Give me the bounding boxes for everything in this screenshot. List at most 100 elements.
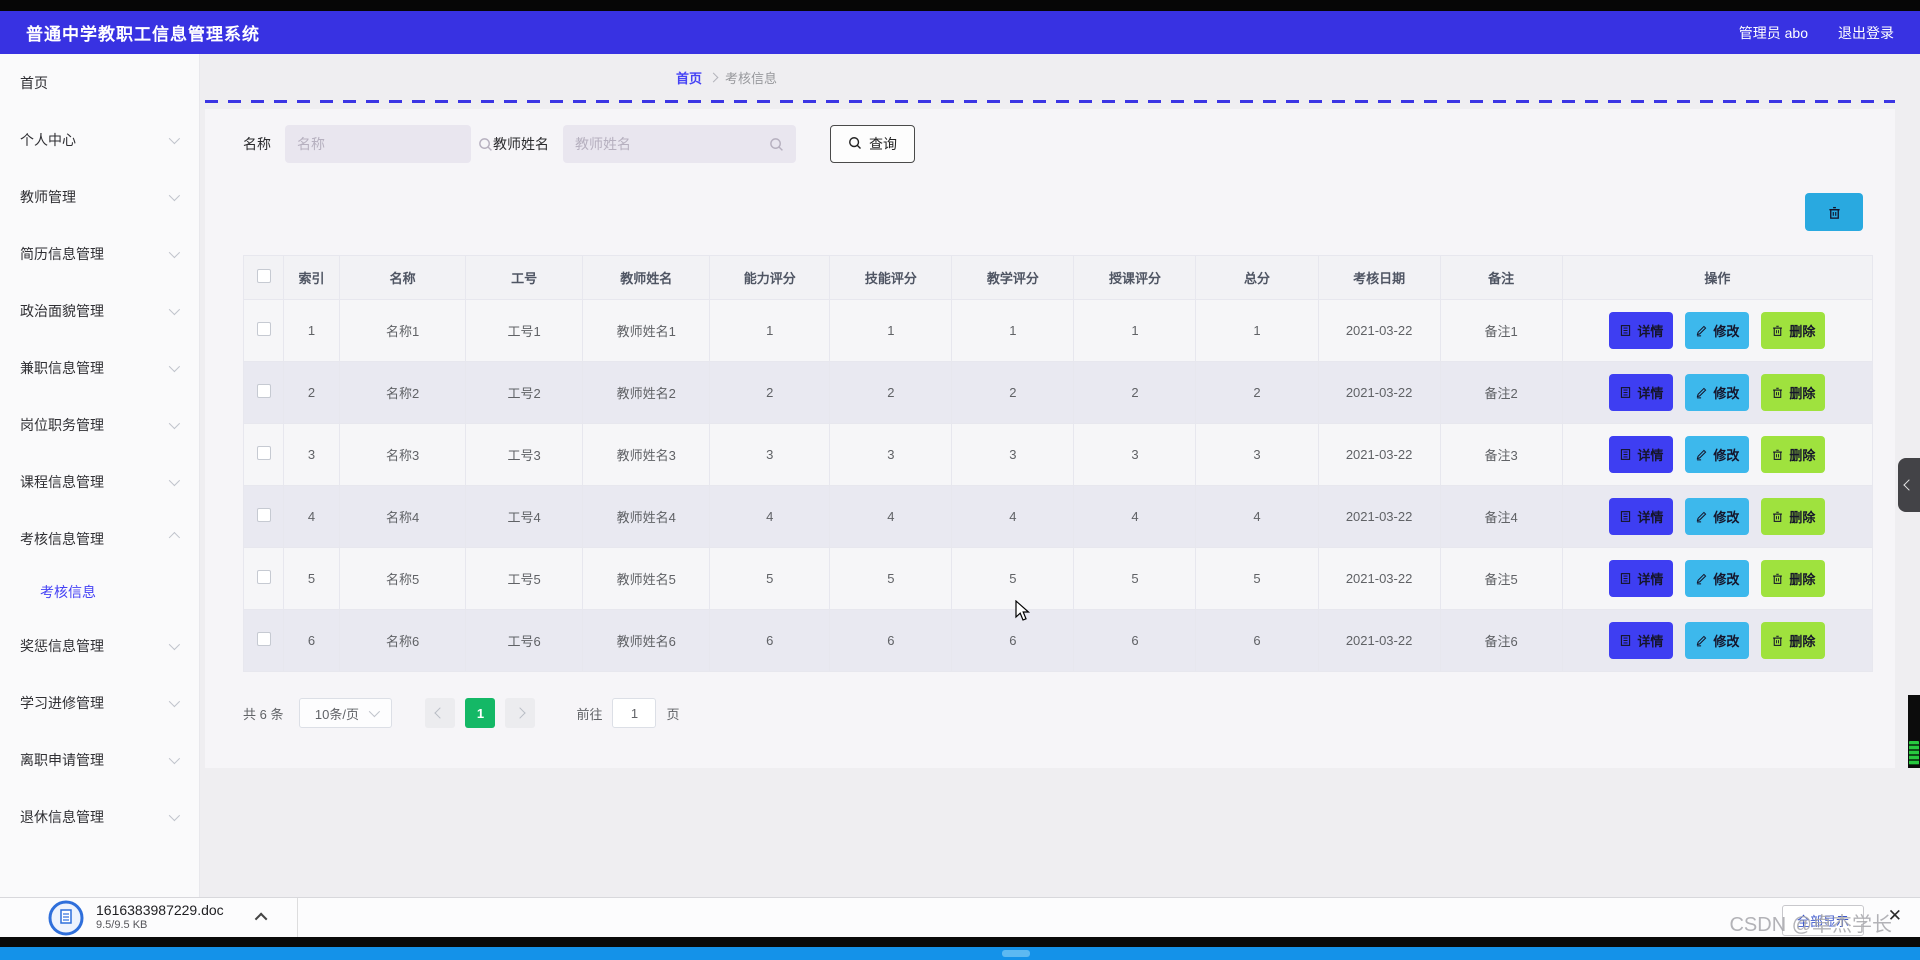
- table-cell: 名称1: [339, 299, 467, 362]
- sidebar-item[interactable]: 兼职信息管理: [0, 339, 199, 396]
- edit-button[interactable]: 修改: [1685, 498, 1750, 535]
- delete-button[interactable]: 删除: [1761, 312, 1826, 349]
- download-filename[interactable]: 1616383987229.doc: [96, 901, 224, 918]
- row-checkbox[interactable]: [256, 322, 271, 336]
- table-cell: 2021-03-22: [1317, 547, 1441, 610]
- row-checkbox[interactable]: [256, 384, 271, 398]
- batch-delete-button[interactable]: [1805, 193, 1863, 231]
- delete-button[interactable]: 删除: [1761, 436, 1826, 473]
- current-page-button[interactable]: 1: [465, 698, 496, 728]
- prev-page-button[interactable]: [425, 698, 456, 728]
- table-cell: 3: [829, 423, 953, 486]
- sidebar-item[interactable]: 课程信息管理: [0, 453, 199, 510]
- row-checkbox[interactable]: [256, 508, 271, 522]
- row-checkbox[interactable]: [256, 570, 271, 584]
- edit-button-label: 修改: [1713, 510, 1740, 525]
- chevron-down-icon: [168, 360, 181, 372]
- row-checkbox[interactable]: [256, 446, 271, 460]
- document-icon: [1619, 572, 1632, 585]
- delete-button[interactable]: 删除: [1761, 374, 1826, 411]
- user-menu[interactable]: 管理员 abo: [1738, 24, 1808, 41]
- pencil-icon: [1695, 324, 1708, 337]
- sidebar-item[interactable]: 政治面貌管理: [0, 282, 199, 339]
- sidebar-item[interactable]: 个人中心: [0, 111, 199, 168]
- table-cell: 6: [829, 609, 953, 672]
- logout-link[interactable]: 退出登录: [1838, 24, 1894, 41]
- table-cell: 2021-03-22: [1317, 609, 1441, 672]
- detail-button-label: 详情: [1637, 510, 1664, 525]
- table-cell: 2021-03-22: [1317, 423, 1441, 486]
- delete-button[interactable]: 删除: [1761, 560, 1826, 597]
- os-bottom-strip: [0, 937, 1920, 947]
- table-cell: 工号1: [465, 299, 584, 362]
- page-size-select[interactable]: 10条/页: [299, 698, 393, 728]
- detail-button[interactable]: 详情: [1609, 374, 1674, 411]
- document-icon: [1619, 386, 1632, 399]
- table-cell: 4: [829, 485, 953, 548]
- select-all-checkbox[interactable]: [256, 269, 271, 283]
- table-cell: 教师姓名6: [582, 609, 711, 672]
- breadcrumb-home[interactable]: 首页: [676, 70, 703, 86]
- collapse-panel-handle[interactable]: [1898, 458, 1920, 512]
- delete-button[interactable]: 删除: [1761, 498, 1826, 535]
- query-button[interactable]: 查询: [830, 125, 915, 163]
- document-icon: [1619, 634, 1632, 647]
- edit-button[interactable]: 修改: [1685, 312, 1750, 349]
- word-document-icon[interactable]: [48, 900, 84, 936]
- column-header: 操作: [1561, 255, 1874, 300]
- table-cell: 6: [1073, 609, 1197, 672]
- trash-icon: [1771, 572, 1784, 585]
- edit-button[interactable]: 修改: [1685, 374, 1750, 411]
- detail-button[interactable]: 详情: [1609, 312, 1674, 349]
- scrollbar[interactable]: [1908, 695, 1920, 768]
- table-cell: 6: [709, 609, 831, 672]
- sidebar-item[interactable]: 岗位职务管理: [0, 396, 199, 453]
- table-cell: 6: [951, 609, 1075, 672]
- table-cell: 3: [709, 423, 831, 486]
- row-checkbox[interactable]: [256, 632, 271, 646]
- next-page-button[interactable]: [505, 698, 536, 728]
- sidebar-item-label: 学习进修管理: [20, 694, 104, 711]
- goto-page-input[interactable]: [612, 698, 657, 728]
- chevron-down-icon: [168, 189, 181, 201]
- edit-button[interactable]: 修改: [1685, 436, 1750, 473]
- sidebar-item-label: 考核信息管理: [20, 530, 104, 547]
- sidebar-item-label: 退休信息管理: [20, 808, 104, 825]
- column-header: 教学评分: [951, 255, 1075, 300]
- chevron-right-icon: [514, 707, 527, 719]
- column-header: 备注: [1439, 255, 1563, 300]
- sidebar-item[interactable]: 退休信息管理: [0, 788, 199, 845]
- detail-button[interactable]: 详情: [1609, 498, 1674, 535]
- chevron-down-icon: [168, 417, 181, 429]
- sidebar-item[interactable]: 教师管理: [0, 168, 199, 225]
- table-cell: 5: [283, 547, 341, 610]
- detail-button[interactable]: 详情: [1609, 622, 1674, 659]
- breadcrumb-separator-icon: [708, 72, 719, 82]
- close-icon[interactable]: ✕: [1887, 906, 1902, 925]
- scrollbar-thumb[interactable]: [1909, 741, 1919, 765]
- chevron-up-icon[interactable]: [254, 912, 268, 926]
- table-cell: 3: [951, 423, 1075, 486]
- sidebar-subitem[interactable]: 考核信息: [40, 584, 96, 600]
- sidebar-item[interactable]: 学习进修管理: [0, 674, 199, 731]
- edit-button[interactable]: 修改: [1685, 622, 1750, 659]
- teacher-name-input[interactable]: [575, 136, 769, 152]
- delete-button[interactable]: 删除: [1761, 622, 1826, 659]
- sidebar-item[interactable]: 首页: [0, 54, 199, 111]
- table-cell: 5: [709, 547, 831, 610]
- sidebar-item[interactable]: 考核信息管理: [0, 510, 199, 567]
- show-all-downloads-button[interactable]: 全部显示: [1781, 905, 1864, 936]
- table-cell: 教师姓名5: [582, 547, 711, 610]
- sidebar-item[interactable]: 离职申请管理: [0, 731, 199, 788]
- table-cell: 5: [1195, 547, 1319, 610]
- page-unit-label: 页: [666, 706, 680, 722]
- edit-button[interactable]: 修改: [1685, 560, 1750, 597]
- name-input[interactable]: [297, 136, 478, 152]
- table-cell: 2: [283, 361, 341, 424]
- sidebar-item[interactable]: 奖惩信息管理: [0, 617, 199, 674]
- search-form: 名称 教师姓名: [243, 125, 1873, 163]
- detail-button[interactable]: 详情: [1609, 436, 1674, 473]
- detail-button[interactable]: 详情: [1609, 560, 1674, 597]
- table-cell: 教师姓名1: [582, 299, 711, 362]
- sidebar-item[interactable]: 简历信息管理: [0, 225, 199, 282]
